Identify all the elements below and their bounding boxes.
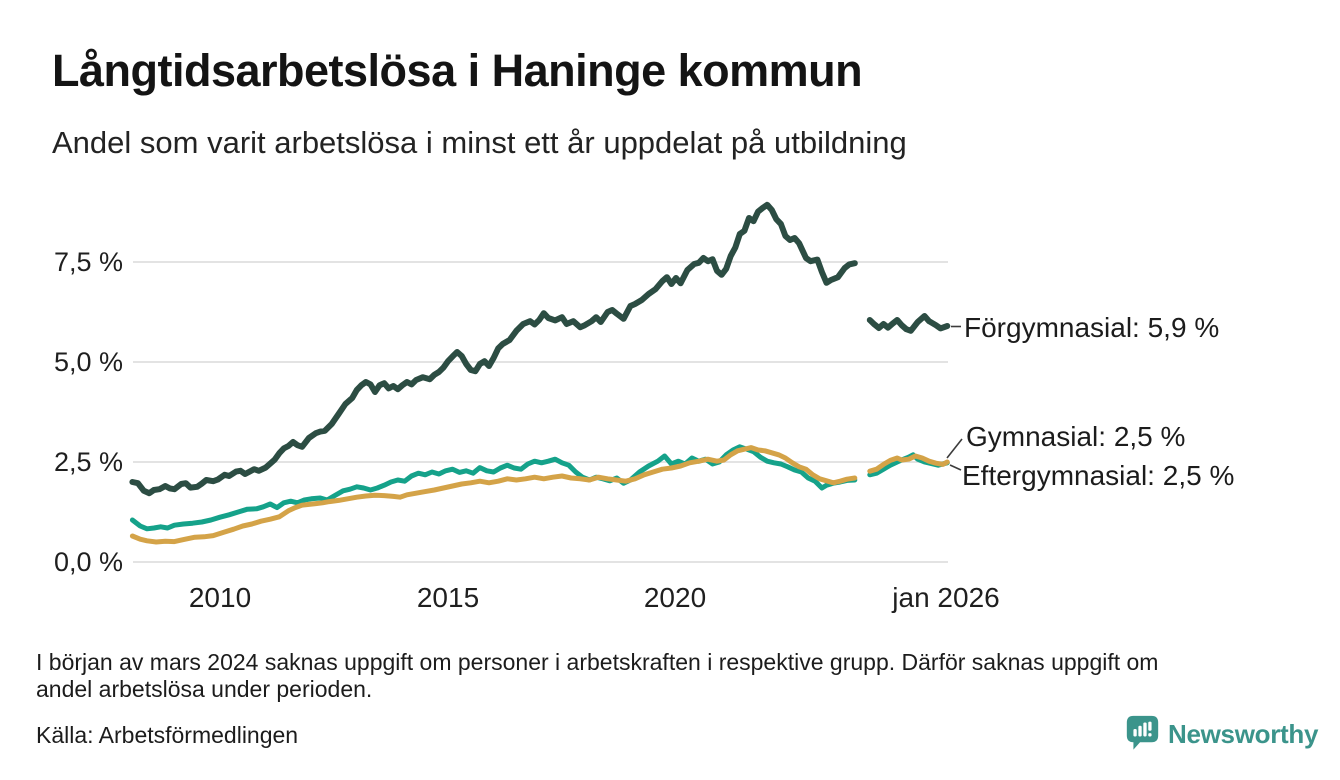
y-axis-tick-0-0: 0,0 %	[53, 547, 123, 577]
series-line-eftergymnasial	[129, 445, 858, 545]
source-attribution: Källa: Arbetsförmedlingen	[36, 722, 299, 748]
connector-gymnasial	[946, 438, 963, 459]
series-line-gymnasial	[129, 444, 858, 532]
page-title: Långtidsarbetslösa i Haninge kommun	[52, 45, 863, 96]
x-axis-tick-2015: 2015	[416, 582, 480, 613]
series-end-label-eftergymnasial: Eftergymnasial: 2,5 %	[962, 460, 1235, 491]
x-axis-tick-jan-2026: jan 2026	[892, 582, 1000, 613]
x-axis-tick-2020: 2020	[643, 582, 707, 613]
series-end-label-gymnasial: Gymnasial: 2,5 %	[966, 421, 1186, 452]
y-axis-tick-2-5: 2,5 %	[53, 447, 123, 477]
series-line-gymnasial	[867, 452, 950, 478]
series-line-eftergymnasial	[867, 453, 950, 474]
series-end-label-forgymnasial: Förgymnasial: 5,9 %	[964, 312, 1220, 343]
newsworthy-logo-text: Newsworthy	[1168, 718, 1319, 749]
newsworthy-logo-icon	[1126, 715, 1159, 753]
chart-subtitle: Andel som varit arbetslösa i minst ett å…	[52, 125, 907, 160]
newsworthy-logo: Newsworthy	[1126, 715, 1318, 753]
series-line-förgymnasial	[866, 313, 951, 334]
data-gap-note-line2: andel arbetslösa under perioden.	[36, 676, 373, 702]
y-axis-tick-5-0: 5,0 %	[53, 347, 123, 377]
x-axis-tick-2010: 2010	[188, 582, 252, 613]
series-line-förgymnasial	[129, 201, 858, 497]
connector-eftergymnasial	[949, 464, 962, 471]
y-axis-tick-7-5: 7,5 %	[53, 247, 123, 277]
data-gap-note-line1: I början av mars 2024 saknas uppgift om …	[36, 649, 1159, 675]
